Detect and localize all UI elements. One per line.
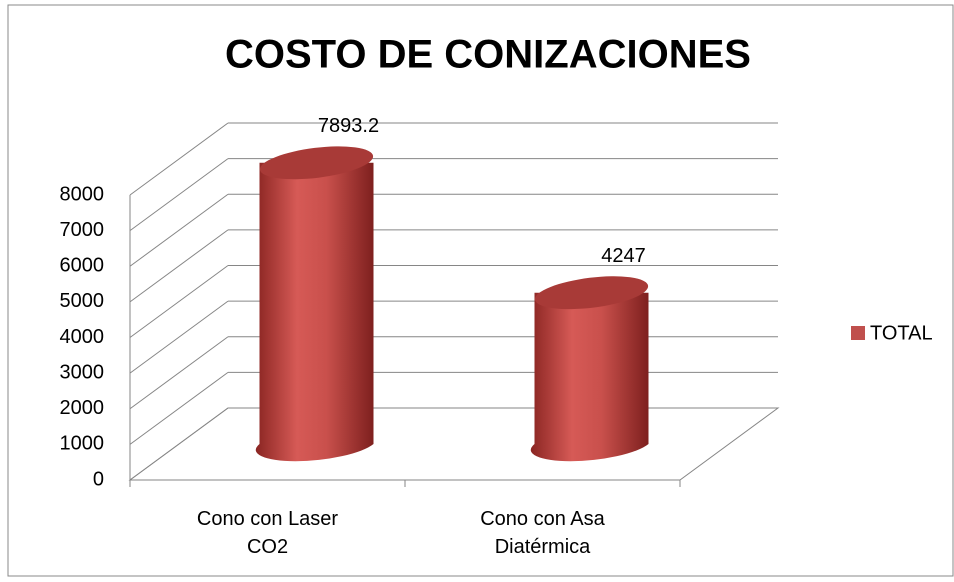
cylinder-body	[530, 292, 649, 462]
y-tick-label: 7000	[60, 219, 105, 241]
y-tick-label: 5000	[60, 290, 105, 312]
x-tick-label: Cono con Asa Diatérmica	[480, 508, 605, 558]
chart-frame	[7, 4, 954, 577]
grid-line	[129, 371, 229, 445]
cylinder-body	[255, 162, 374, 462]
cylinder	[255, 146, 374, 462]
cylinder-top	[259, 146, 374, 180]
chart-title: COSTO DE CONIZACIONES	[225, 33, 751, 77]
y-tick-label: 0	[93, 468, 104, 490]
y-tick-label: 1000	[60, 433, 105, 455]
floor	[128, 407, 780, 481]
grid-line	[129, 407, 229, 481]
y-tick-label: 2000	[60, 397, 105, 419]
grid-line	[129, 122, 229, 196]
legend-swatch	[851, 326, 865, 340]
y-tick-label: 3000	[60, 361, 105, 383]
grid-line	[129, 193, 229, 267]
y-tick-label: 4000	[60, 326, 105, 348]
y-tick-label: 8000	[60, 183, 105, 205]
grid-line	[129, 336, 229, 410]
grid-line	[129, 300, 229, 374]
grid-line	[129, 229, 229, 303]
cylinder-top	[534, 276, 649, 310]
y-tick-label: 6000	[60, 255, 105, 277]
value-label: 4247	[601, 245, 646, 267]
grid-line	[129, 158, 229, 232]
x-tick-label: Cono con Laser CO2	[197, 508, 339, 558]
legend-label: TOTAL	[870, 322, 933, 344]
value-label: 7893.2	[318, 115, 379, 137]
grid-line	[129, 265, 229, 338]
cylinder	[530, 276, 649, 462]
